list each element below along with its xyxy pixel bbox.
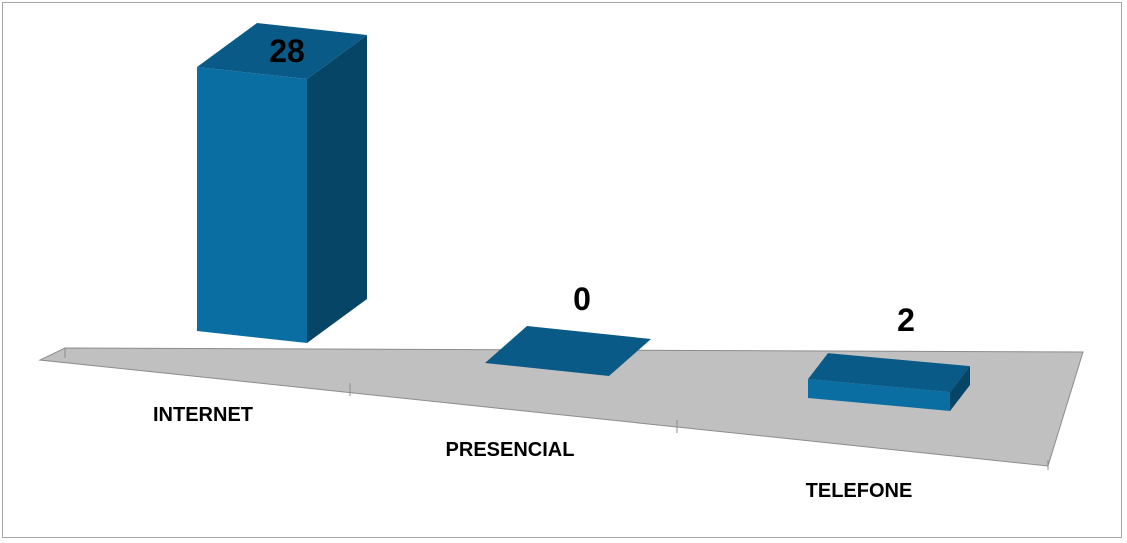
bar-telefone: [808, 353, 970, 411]
data-label-telefone: 2: [897, 302, 915, 338]
category-label-telefone: TELEFONE: [806, 480, 913, 502]
bar-top-telefone: [808, 353, 970, 393]
bar-internet: [197, 23, 367, 343]
bars-layer: [197, 23, 970, 411]
labels-layer: 28 0 2 INTERNET PRESENCIAL TELEFONE: [153, 33, 915, 502]
data-label-presencial: 0: [573, 281, 591, 317]
bar-top-internet: [197, 23, 367, 79]
bar-presencial: [485, 326, 651, 376]
bar-side-internet: [307, 35, 367, 343]
bar-top-presencial: [485, 326, 651, 376]
bar-front-internet: [197, 67, 307, 343]
bar-front-telefone: [808, 379, 950, 411]
category-label-internet: INTERNET: [153, 404, 253, 426]
data-label-internet: 28: [269, 33, 305, 69]
bar-side-telefone: [950, 366, 970, 411]
category-label-presencial: PRESENCIAL: [446, 439, 575, 461]
